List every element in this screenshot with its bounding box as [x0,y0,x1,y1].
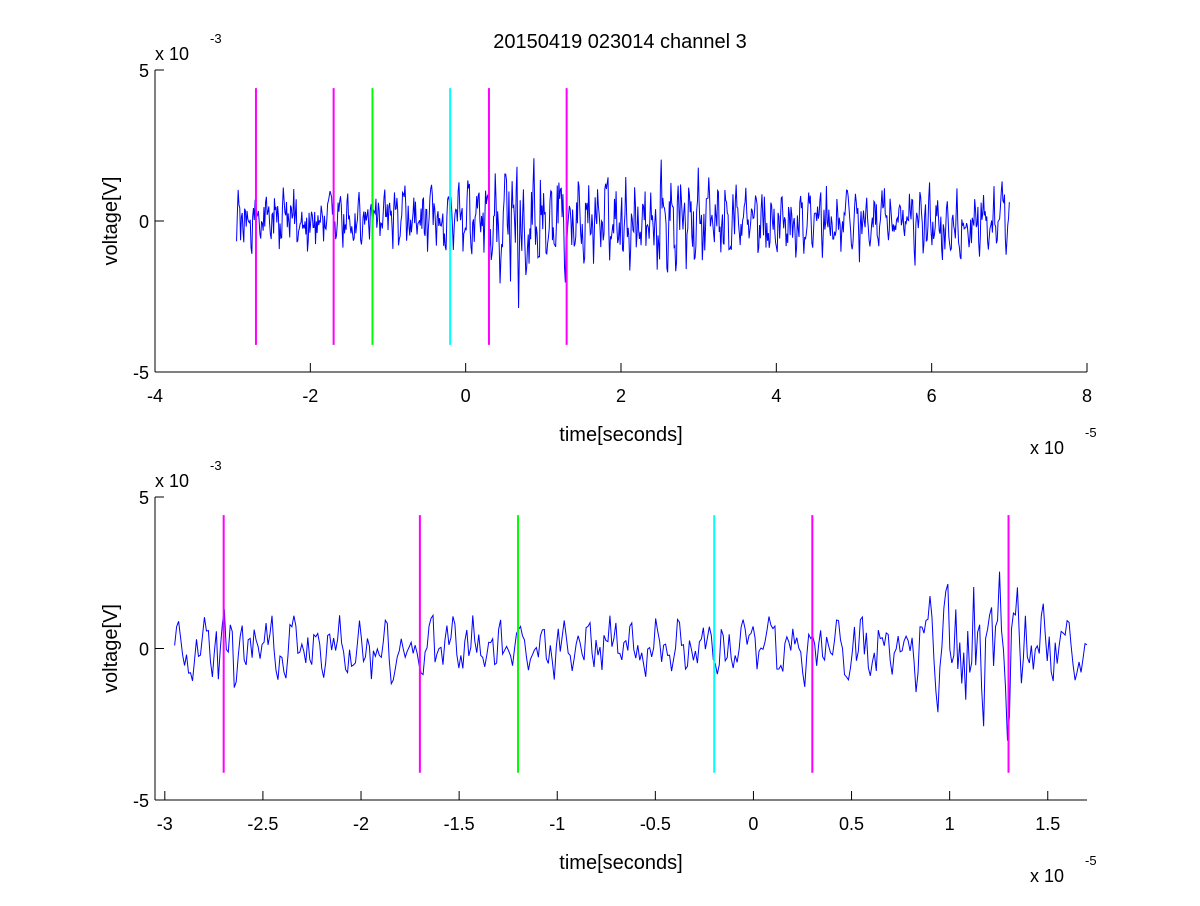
x-tick-label: -2 [302,386,318,406]
x-multiplier-exponent: -5 [1085,425,1097,440]
x-axis-label: time[seconds] [559,424,682,446]
bottom-axes: -3 -2.5 -2 -1.5 -1 -0.5 0 0.5 1 1.5 -5 0 5 time[secon… [100,458,1097,886]
top-axes: -4 -2 0 2 4 6 8 -5 0 5 time[seconds] voltage[V] x 10… [100,31,1097,458]
y-tick-label: 0 [139,640,149,660]
x-tick-label: -3 [157,814,173,834]
y-tick-label: -5 [133,791,149,811]
x-tick-label: 0 [748,814,758,834]
x-tick-label: -2.5 [247,814,278,834]
signal-trace-line [236,158,1010,309]
x-tick-label: -1.5 [444,814,475,834]
x-tick-label: -2 [353,814,369,834]
y-axis-label: voltage[V] [100,177,122,266]
x-multiplier-label: x 10 [1030,438,1064,458]
x-axis-label: time[seconds] [559,852,682,874]
x-tick-label: 2 [616,386,626,406]
x-multiplier-exponent: -5 [1085,853,1097,868]
x-tick-label: 1.5 [1035,814,1060,834]
x-tick-label: -0.5 [640,814,671,834]
x-tick-label: -1 [549,814,565,834]
x-tick-label: 4 [771,386,781,406]
y-tick-label: 5 [139,488,149,508]
x-tick-label: -4 [147,386,163,406]
x-tick-label: 8 [1082,386,1092,406]
signal-trace-line [174,571,1087,741]
x-tick-label: 6 [927,386,937,406]
y-tick-label: 5 [139,61,149,81]
x-tick-label: 1 [945,814,955,834]
y-multiplier-label: x 10 [155,44,189,64]
x-multiplier-label: x 10 [1030,866,1064,886]
x-tick-label: 0 [461,386,471,406]
figure-title: 20150419 023014 channel 3 [493,31,747,53]
y-axis-label: voltage[V] [100,604,122,693]
y-tick-label: 0 [139,212,149,232]
x-tick-label: 0.5 [839,814,864,834]
y-multiplier-exponent: -3 [210,458,222,473]
y-tick-label: -5 [133,363,149,383]
y-multiplier-label: x 10 [155,471,189,491]
y-multiplier-exponent: -3 [210,31,222,46]
